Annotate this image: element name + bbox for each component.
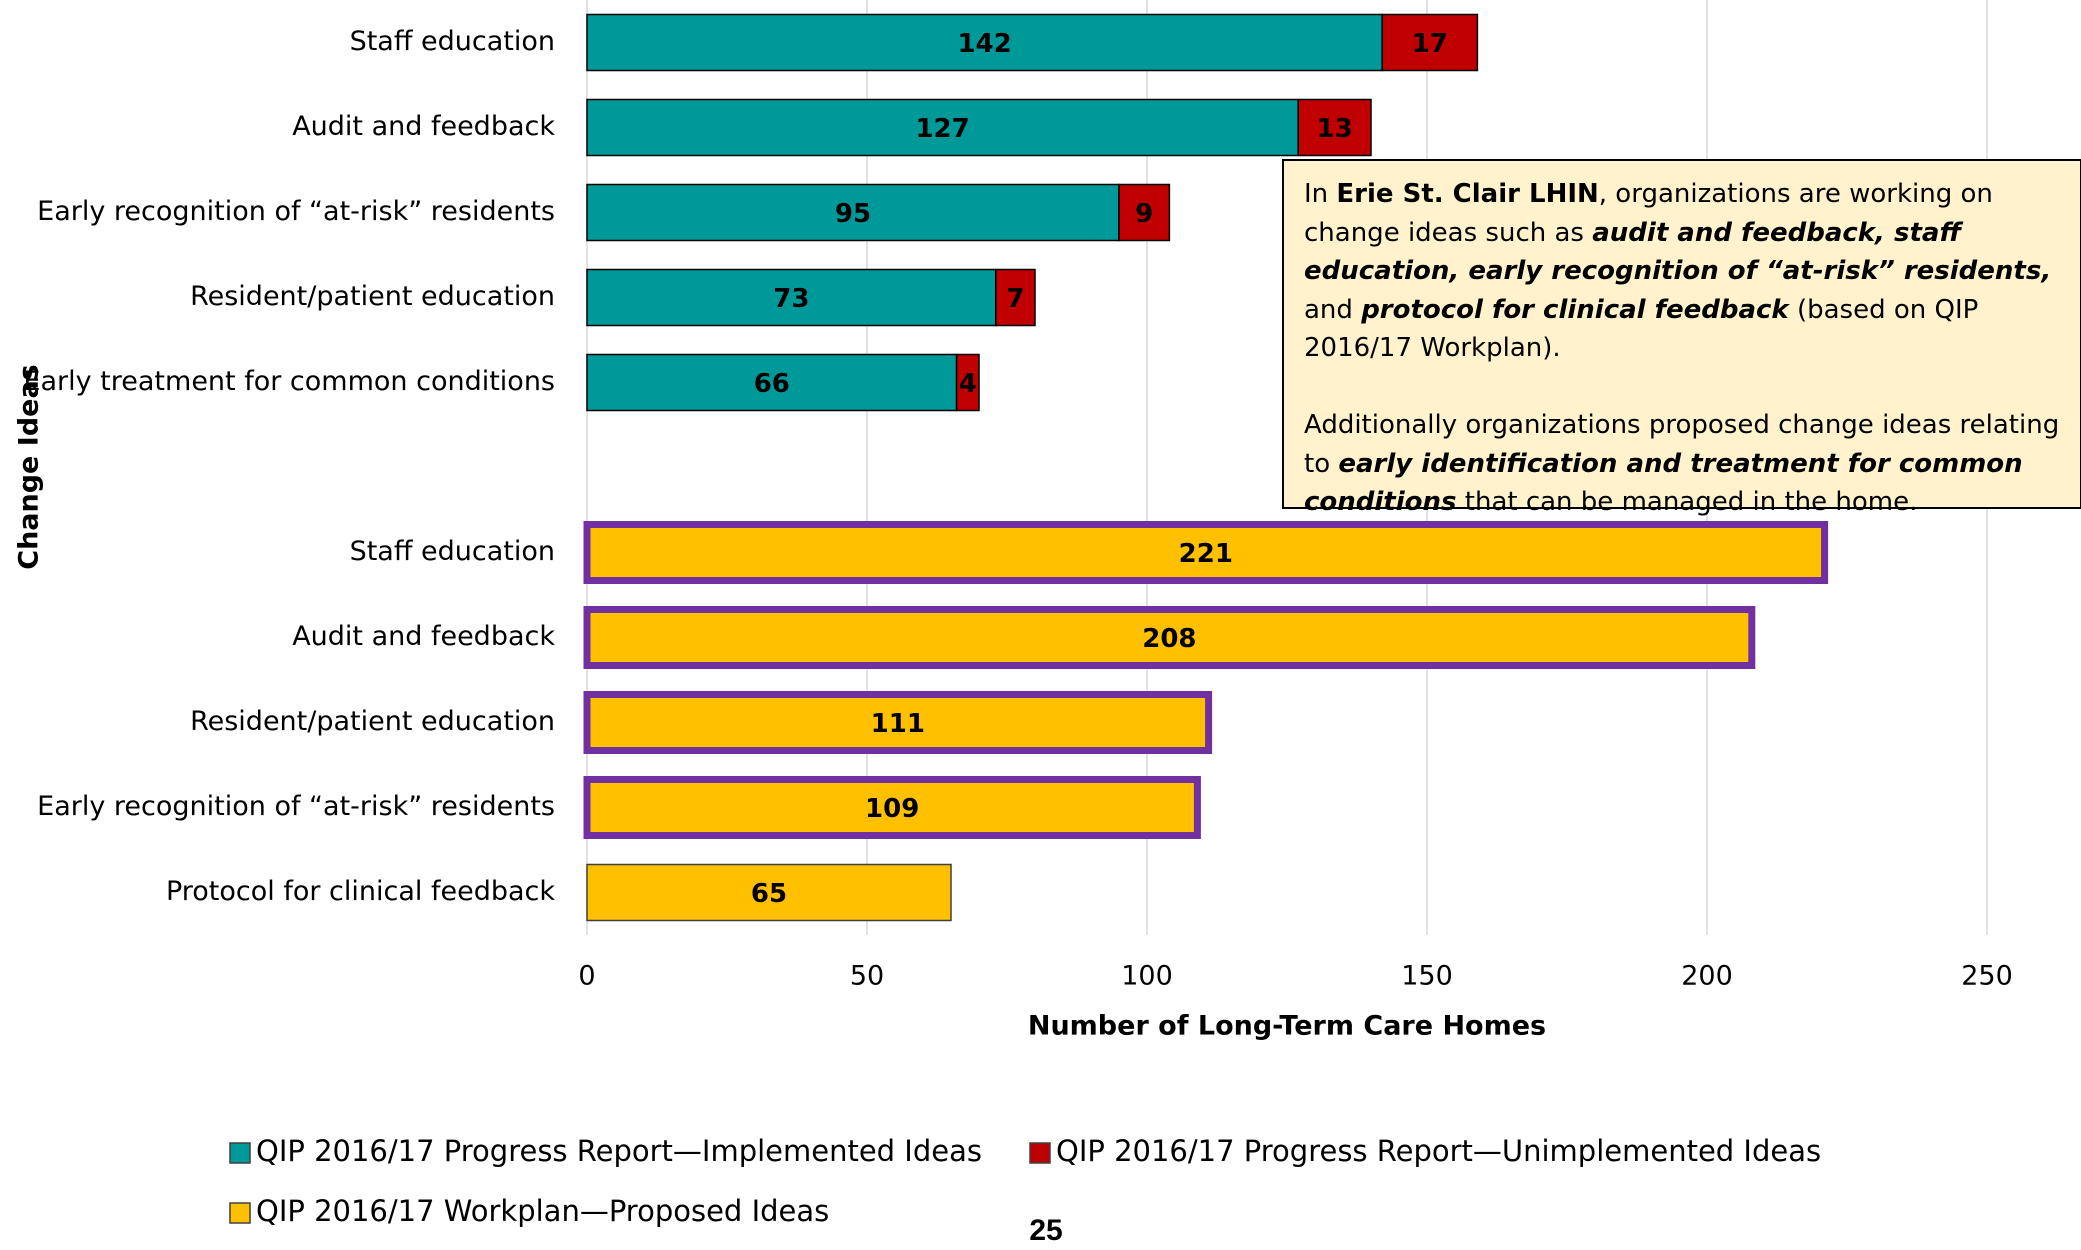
annotation-text: protocol for clinical feedback (1361, 294, 1789, 325)
annotation-text: , organizations are working on change id… (1304, 179, 1993, 248)
annotation-text: early identification and treatment for c… (1304, 448, 2023, 518)
legend-label: QIP 2016/17 Progress Report—Unimplemente… (1056, 1134, 1821, 1168)
x-tick-label: 100 (1121, 961, 1173, 992)
annotation-text: Erie St. Clair LHIN (1336, 179, 1599, 209)
legend-swatch (229, 1142, 251, 1164)
annotation-text: audit and feedback, staff education, ear… (1304, 217, 2052, 287)
x-tick-label: 150 (1401, 961, 1453, 992)
x-tick-label: 200 (1681, 961, 1733, 992)
y-tick-label: Protocol for clinical feedback (166, 876, 555, 907)
bar-segment (583, 521, 1829, 584)
y-tick-label: Early recognition of “at-risk” residents (37, 791, 555, 822)
bar-segment (583, 606, 1756, 669)
y-tick-label: Resident/patient education (190, 706, 555, 737)
x-tick-label: 0 (578, 961, 595, 992)
annotation-text: (based on QIP 2016/17 Workplan). (1304, 294, 1979, 364)
y-tick-label: Early treatment for common conditions (23, 366, 555, 397)
annotation-box: In Erie St. Clair LHIN, organizations ar… (1282, 159, 2081, 517)
annotation-text: In (1304, 179, 1337, 209)
data-label: 66 (754, 369, 790, 399)
data-label: 65 (751, 879, 787, 909)
data-label: 7 (1006, 284, 1024, 314)
data-label: 13 (1317, 114, 1353, 144)
page-number: 25 (1029, 1214, 1062, 1247)
bar-segment (586, 863, 952, 922)
annotation-paragraph: Additionally organizations proposed chan… (1304, 406, 2060, 522)
data-label: 109 (865, 794, 919, 824)
annotation-paragraph: In Erie St. Clair LHIN, organizations ar… (1304, 175, 2060, 368)
bar-segment (586, 13, 1383, 72)
annotation-text: and (1304, 294, 1362, 325)
y-tick-label: Staff education (350, 536, 555, 567)
y-tick-label: Early recognition of “at-risk” residents (37, 196, 555, 227)
data-label: 221 (1179, 539, 1233, 569)
annotation-text: that can be managed in the home. (1456, 487, 1918, 518)
bar-segment (955, 353, 980, 412)
x-tick-label: 50 (850, 961, 884, 992)
data-label: 111 (871, 709, 925, 739)
bar-segment (583, 776, 1201, 839)
y-tick-label: Audit and feedback (292, 621, 555, 652)
x-tick-label: 250 (1961, 961, 2013, 992)
data-label: 127 (915, 114, 969, 144)
bar-segment (586, 98, 1299, 157)
legend-label: QIP 2016/17 Progress Report—Implemented … (256, 1134, 982, 1168)
bar-segment (583, 691, 1213, 754)
bar-segment (1118, 183, 1171, 242)
legend-swatch (1029, 1142, 1051, 1164)
bar-segment (1381, 13, 1479, 72)
data-label: 9 (1135, 199, 1153, 229)
data-label: 73 (773, 284, 809, 314)
legend-label: QIP 2016/17 Workplan—Proposed Ideas (256, 1194, 829, 1228)
annotation-text: Additionally organizations proposed chan… (1304, 409, 2060, 479)
bar-segment (1297, 98, 1372, 157)
y-tick-label: Resident/patient education (190, 281, 555, 312)
data-label: 208 (1142, 624, 1196, 654)
data-label: 95 (835, 199, 871, 229)
y-axis-title: Change Ideas (14, 364, 45, 570)
bar-segment (586, 353, 958, 412)
data-label: 17 (1412, 29, 1448, 59)
bar-segment (586, 268, 997, 327)
bar-segment (586, 183, 1120, 242)
legend-swatch (229, 1202, 251, 1224)
data-label: 4 (959, 369, 977, 399)
data-label: 142 (957, 29, 1011, 59)
x-axis-title: Number of Long-Term Care Homes (1028, 1011, 1546, 1042)
y-tick-label: Staff education (350, 26, 555, 57)
y-tick-label: Audit and feedback (292, 111, 555, 142)
bar-segment (995, 268, 1036, 327)
